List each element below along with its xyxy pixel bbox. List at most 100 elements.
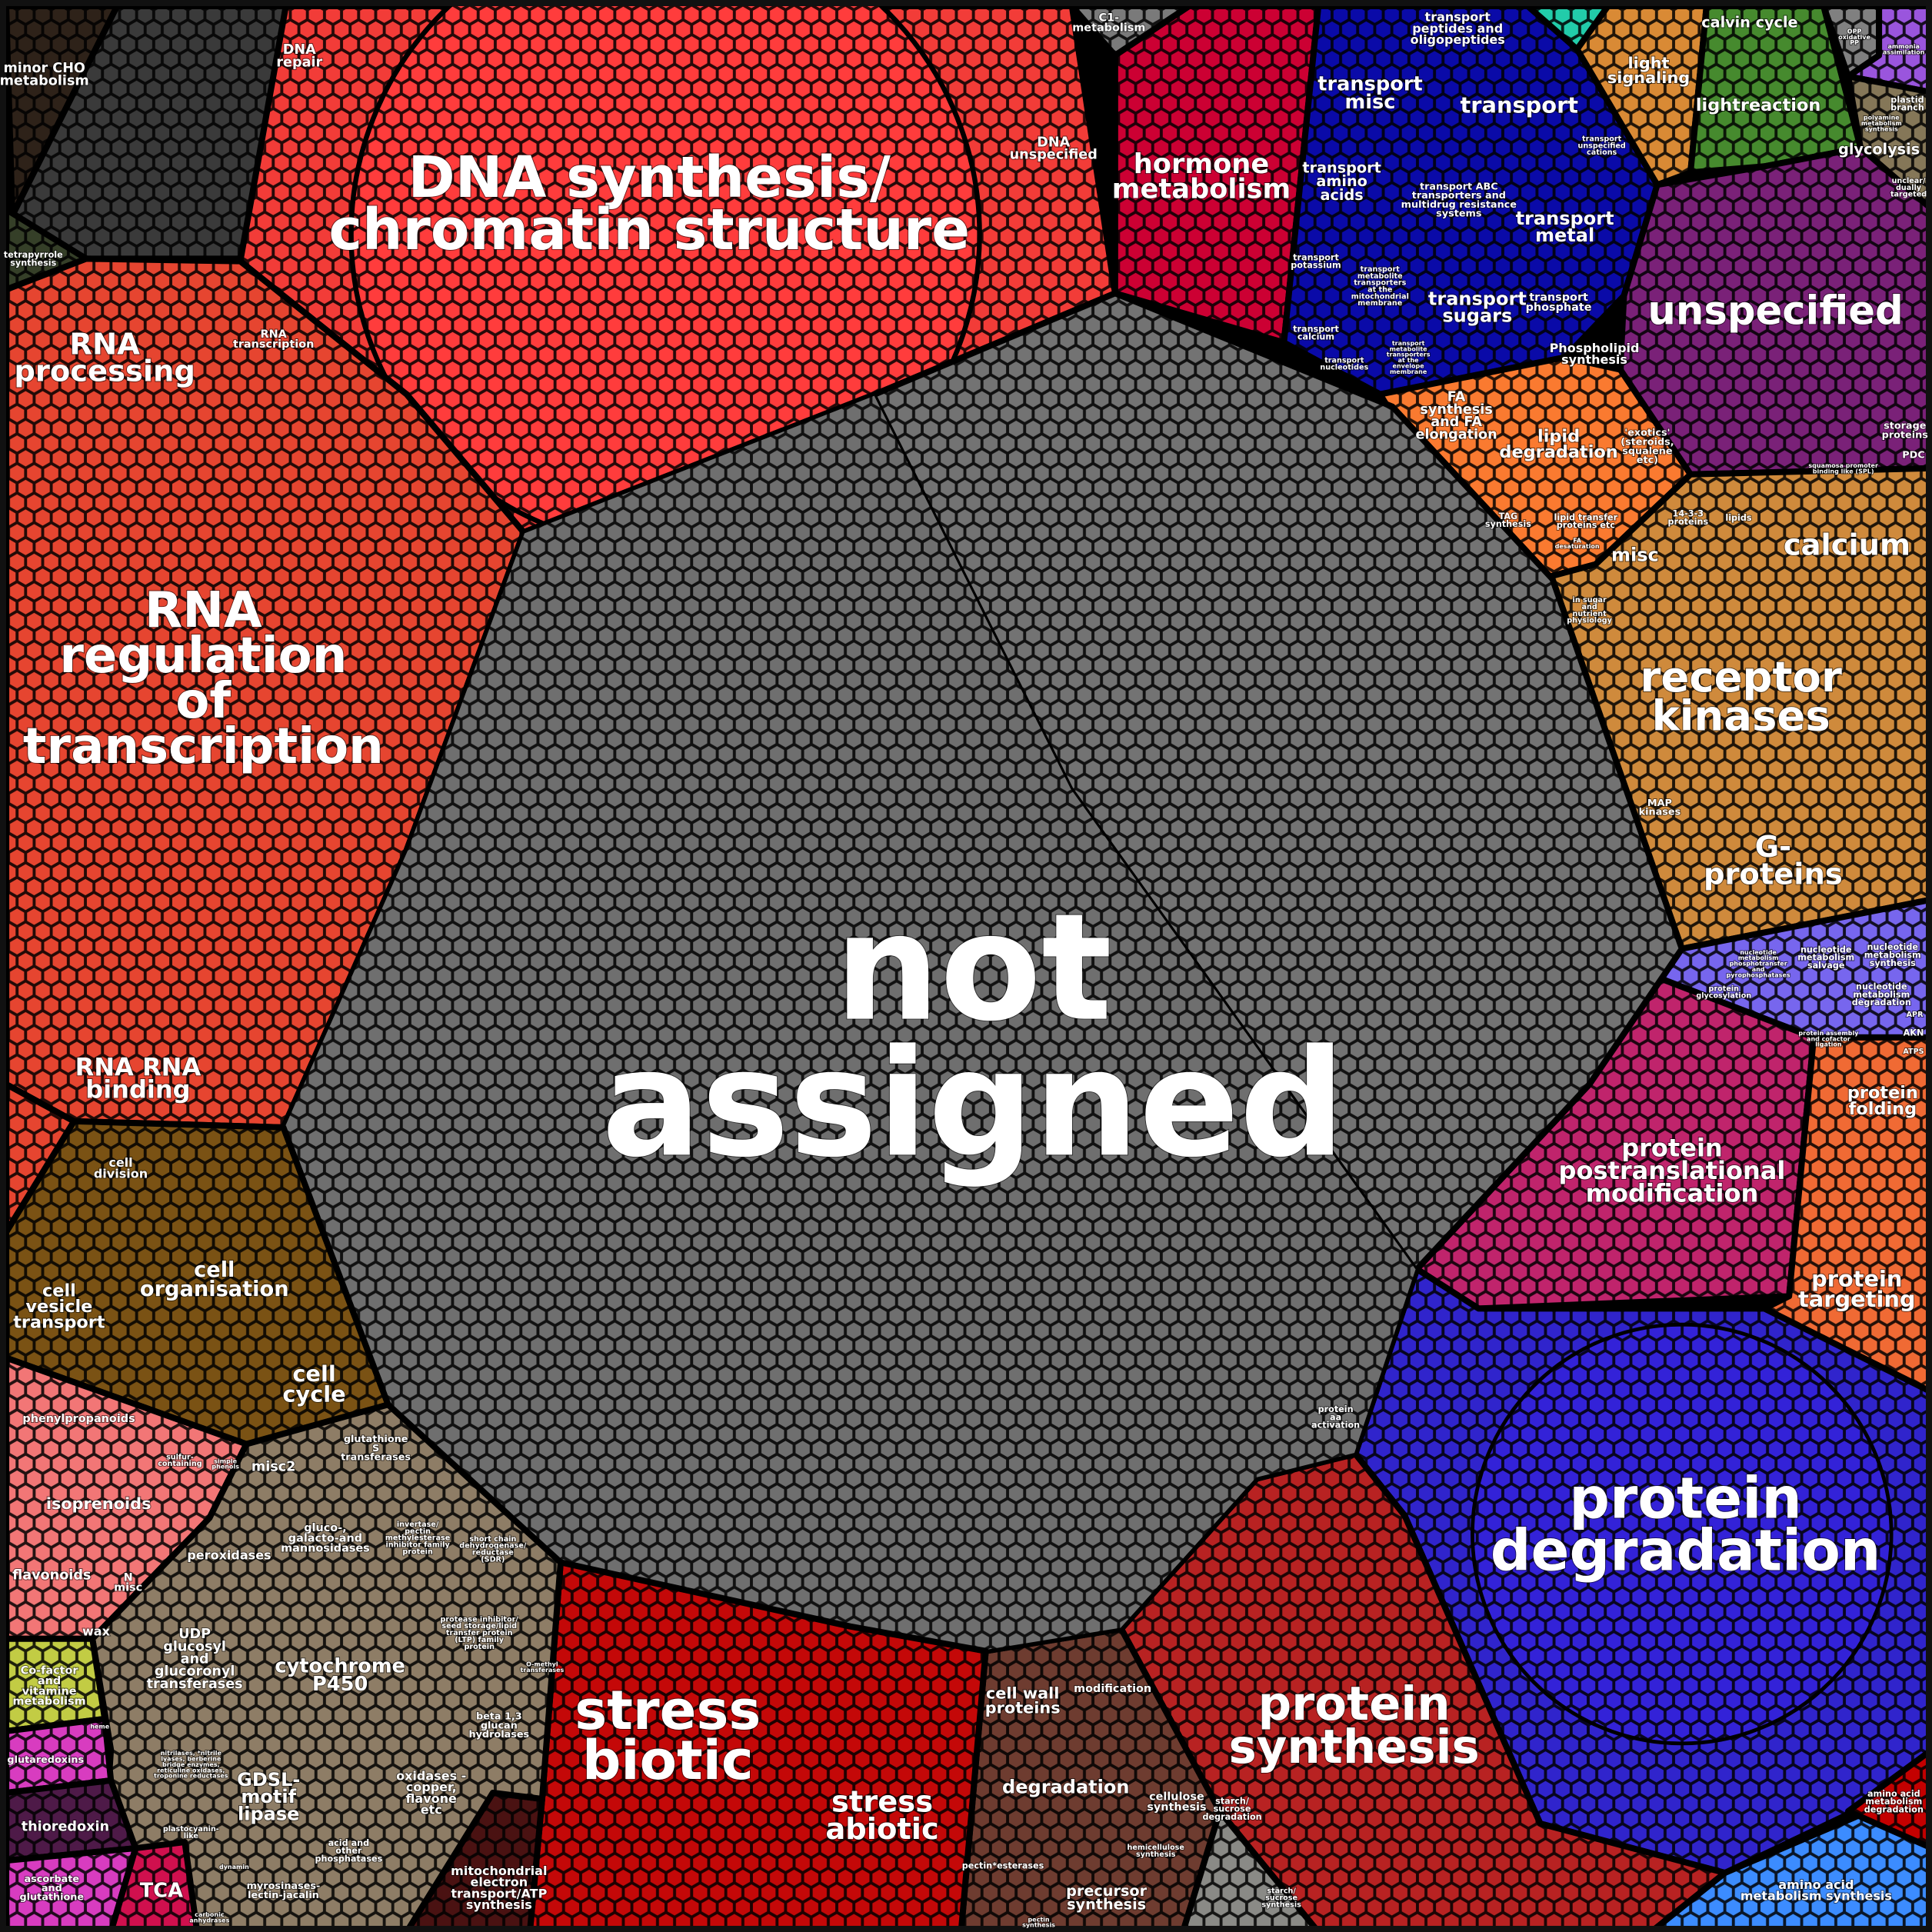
region-label: beta 1,3 glucan hydrolases [468, 1711, 529, 1741]
label-line: elongation [1416, 427, 1497, 442]
label-line: stress [831, 1785, 933, 1820]
region-label: transport metal [1516, 208, 1614, 246]
label-line: and cofactor [1807, 1035, 1850, 1042]
region-label: UDP glucosyl and glucoronyl transferases [147, 1627, 243, 1692]
label-line: DNA synthesis/ [408, 145, 891, 211]
label-line: C1- [1099, 12, 1120, 24]
label-line: in sugar [1573, 596, 1607, 605]
label-line: unclear/ [1892, 177, 1926, 185]
region-label: peroxidases [187, 1547, 271, 1562]
label-line: O-methyl [526, 1661, 558, 1668]
label-line: synthesis [1420, 402, 1492, 418]
label-line: transport [1324, 357, 1364, 365]
label-line: oligopeptides [1411, 32, 1505, 47]
region-label: cellulose synthesis [1147, 1791, 1206, 1814]
label-line: oxidases - [396, 1768, 466, 1783]
label-line: misc [1611, 544, 1659, 565]
region-label: cell cycle [282, 1361, 345, 1407]
label-line: synthesis [1870, 958, 1916, 968]
label-line: starch/ [1215, 1796, 1250, 1806]
label-line: protein [1847, 1083, 1918, 1103]
label-line: targeted [1890, 191, 1927, 199]
label-line: transcription [233, 338, 314, 351]
label-line: reductase [472, 1549, 514, 1557]
label-line: regulation [59, 628, 347, 685]
region-label: phenylpropanoids [22, 1413, 135, 1425]
region-label: MAP kinases [1639, 798, 1681, 818]
label-line: synthesis [10, 258, 56, 268]
region-label: GDSL-motif lipase [237, 1769, 300, 1824]
region-label: Co-factor and vitamine metabolism [13, 1665, 86, 1708]
region-label: cytochrome P450 [275, 1654, 405, 1696]
label-line: TAG [1499, 511, 1518, 521]
label-line: transport [1317, 72, 1423, 95]
label-line: transport ABC [1420, 181, 1498, 192]
label-line: aa [1330, 1412, 1341, 1422]
label-line: transport [1392, 340, 1425, 347]
label-line: protease inhibitor/ [441, 1615, 519, 1624]
label-line: and [1752, 966, 1765, 973]
region-label: TAG synthesis [1485, 511, 1531, 529]
label-line: synthesis [1261, 1900, 1301, 1909]
label-line: modification [1586, 1179, 1759, 1208]
label-line: metabolism [1864, 951, 1921, 961]
label-line: cycle [282, 1381, 345, 1407]
label-line: branch [1890, 103, 1924, 113]
label-line: modification [1074, 1683, 1151, 1695]
region-label: invertase/pectin methylesterase inhibitor … [385, 1521, 451, 1556]
label-line: peptides and [1412, 21, 1503, 35]
label-line: light [1628, 54, 1670, 72]
label-line: (steroids, [1621, 437, 1674, 448]
label-line: stress [575, 1679, 761, 1742]
label-line: cell wall [986, 1684, 1060, 1703]
region-label: polyamine metabolism synthesis [1861, 115, 1902, 133]
label-line: (LTP) family [455, 1636, 505, 1644]
label-line: division [94, 1167, 148, 1181]
label-line: starch/ [1267, 1887, 1296, 1896]
label-line: and [181, 1652, 209, 1667]
label-line: phenols [212, 1464, 239, 1471]
label-line: protein [1318, 1404, 1354, 1414]
region-label: RNA processing [14, 327, 195, 388]
label-line: isoprenoids [46, 1494, 152, 1513]
label-line: (SDR) [481, 1555, 505, 1564]
label-line: binding [85, 1075, 190, 1104]
label-line: glucoronyl [155, 1664, 235, 1680]
region-label: acid and other phosphatases [315, 1838, 382, 1864]
label-line: cell [108, 1155, 132, 1170]
label-line: degradation [1202, 1812, 1261, 1822]
label-line: bridge enzymes, [162, 1761, 220, 1768]
label-line: DNA [283, 42, 316, 58]
region-label: protein glycosylation [1696, 985, 1751, 1001]
label-line: squalene [1622, 445, 1673, 457]
label-line: sugars [1442, 305, 1512, 326]
region-label: FA desaturation [1555, 538, 1600, 550]
region-label: protein synthesis [1229, 1677, 1480, 1774]
region-label: nucleotide metabolism synthesis [1864, 942, 1921, 968]
label-line: degradation [1491, 1518, 1881, 1584]
label-line: at the [1398, 357, 1420, 364]
label-line: PDC [1902, 450, 1924, 461]
region-label: ammonia assimilation [1883, 43, 1925, 55]
label-line: protein [464, 1643, 495, 1651]
label-line: transfer protein [446, 1629, 513, 1637]
label-line: at the [1367, 285, 1393, 294]
label-line: metabolism [1861, 120, 1902, 127]
region-label: thioredoxin [22, 1819, 109, 1834]
region-label: transport ABC transporters and multidrug r… [1401, 181, 1517, 219]
label-line: plastid [1890, 95, 1924, 105]
label-line: anhydrases [189, 1917, 229, 1924]
label-line: synthesis [1485, 519, 1531, 529]
region-label: hemicellulose synthesis [1127, 1844, 1184, 1859]
label-line: 'exotics' [1624, 428, 1670, 439]
label-line: dehydrogenase/ [459, 1542, 527, 1551]
region-label: stress abiotic [825, 1785, 938, 1847]
label-line: synthesis [1067, 1896, 1146, 1914]
label-line: assimilation [1883, 49, 1925, 56]
region-label: mitochondrial electron transport/ATP synthe… [451, 1864, 547, 1912]
label-line: metabolism [0, 73, 89, 88]
label-line: systems [1436, 208, 1482, 220]
label-line: folding [1849, 1099, 1917, 1119]
label-line: gluco-, [304, 1522, 346, 1534]
